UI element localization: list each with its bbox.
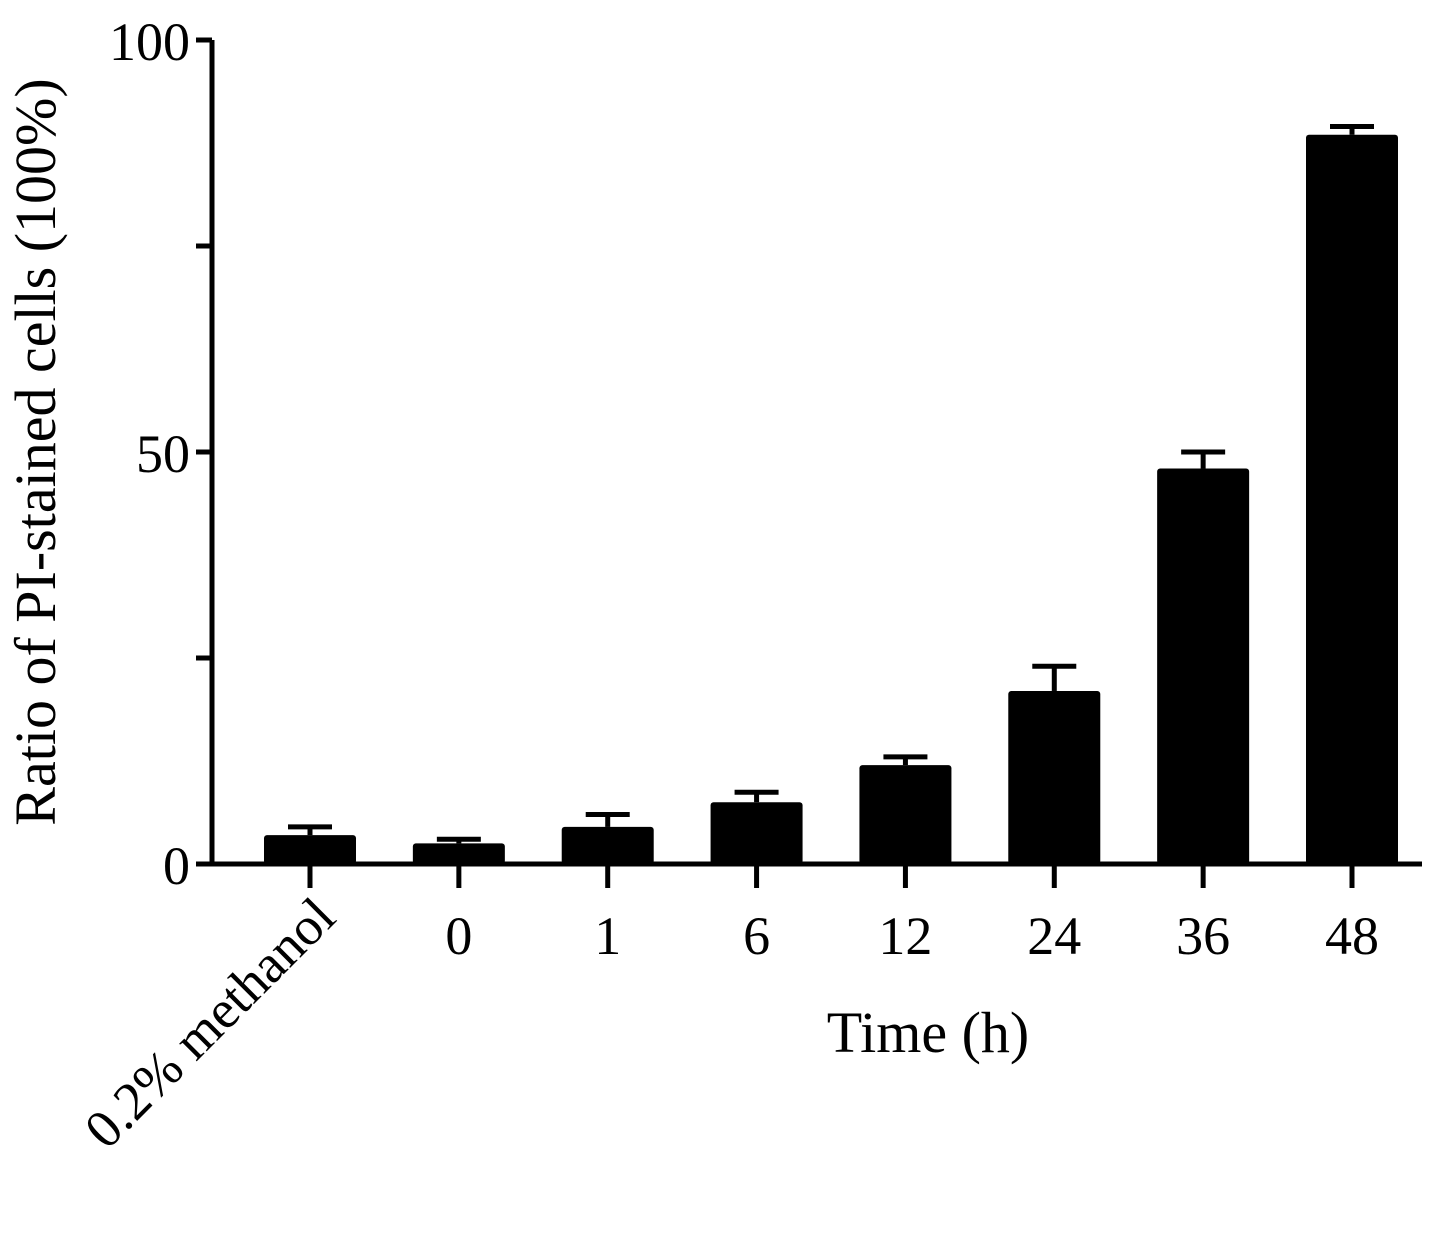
- x-tick-label: 48: [1325, 906, 1379, 966]
- bar: [1306, 134, 1398, 864]
- bars-layer: [264, 134, 1398, 864]
- x-tick-label: 12: [878, 906, 932, 966]
- x-tick-label: 6: [743, 906, 770, 966]
- error-bars-layer: [288, 124, 1374, 844]
- x-tick-label: 24: [1027, 906, 1081, 966]
- x-tick-label: 0.2% methanol: [73, 886, 347, 1160]
- bar: [1008, 690, 1101, 864]
- bar: [412, 843, 505, 864]
- x-tick-label: 1: [594, 906, 621, 966]
- x-tick-label: 36: [1176, 906, 1230, 966]
- bar: [710, 802, 803, 864]
- y-axis-title: Ratio of PI-stained cells (100%): [3, 78, 68, 825]
- y-tick-label: 0: [163, 836, 190, 896]
- bar: [859, 765, 952, 864]
- y-tick-label: 100: [109, 12, 190, 72]
- y-tick-label: 50: [136, 424, 190, 484]
- x-axis-title: Time (h): [827, 1000, 1030, 1065]
- x-ticks-layer: 0.2% methanol 0 1 6 12 24 36 48: [73, 864, 1379, 1160]
- bar: [1157, 468, 1250, 864]
- x-tick-label: 0: [445, 906, 472, 966]
- bar: [561, 826, 654, 864]
- bar: [264, 835, 356, 864]
- y-ticks-layer: 0 50 100: [109, 12, 212, 896]
